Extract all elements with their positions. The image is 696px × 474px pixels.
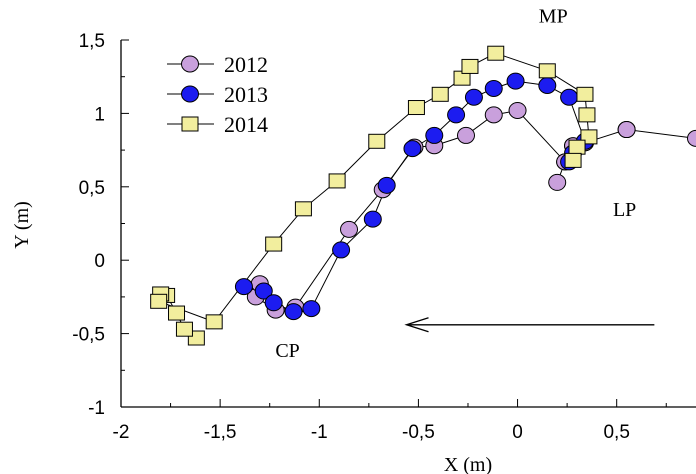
data-point: [150, 293, 168, 309]
data-point: [175, 321, 193, 337]
data-point: [294, 201, 312, 217]
data-point: [508, 101, 527, 119]
y-axis-title: Y (m): [11, 201, 33, 249]
data-point: [484, 79, 503, 97]
data-point: [461, 58, 479, 74]
data-point: [464, 88, 483, 106]
y-tick-label: 1: [94, 104, 105, 125]
data-point: [687, 129, 696, 147]
y-tick-label: 0,5: [79, 178, 105, 199]
series-markers: [150, 45, 696, 346]
legend: 2012 2013 2014: [167, 52, 268, 137]
axes: -2 -1,5 -1 -0,5 0 0,5 -1 -0,5 0 0,5 1 1,5 X (m) Y (m): [11, 31, 696, 474]
legend-label-2014: 2014: [224, 112, 268, 137]
data-point: [332, 241, 351, 259]
data-point: [403, 140, 422, 158]
y-tick-label: 1,5: [79, 31, 105, 52]
annotations: MP LP CP: [275, 5, 655, 362]
data-point: [264, 294, 283, 312]
legend-marker-2012: [181, 55, 199, 73]
series-line-2013: [243, 80, 586, 313]
data-point: [568, 139, 586, 155]
data-point: [265, 236, 283, 252]
data-point: [254, 282, 273, 300]
data-point: [576, 86, 594, 102]
data-point: [447, 106, 466, 124]
data-point: [457, 126, 475, 144]
data-point: [363, 210, 382, 228]
data-point: [578, 107, 596, 123]
y-tick-label: -0,5: [72, 325, 105, 346]
y-tick-label: -1: [88, 398, 105, 419]
x-axis-title: X (m): [444, 454, 492, 474]
data-point: [302, 300, 321, 318]
data-point: [328, 173, 346, 189]
data-point: [538, 77, 557, 95]
data-point: [340, 220, 359, 238]
x-tick-label: -0,5: [402, 422, 435, 443]
data-point: [548, 173, 567, 191]
x-tick-label: -1,5: [204, 422, 237, 443]
data-point: [284, 303, 303, 321]
data-point: [377, 176, 396, 194]
data-point: [538, 63, 556, 79]
data-point: [368, 133, 386, 149]
x-tick-label: 0,5: [603, 422, 629, 443]
data-point: [560, 88, 579, 106]
annotation-cp: CP: [275, 340, 299, 362]
data-point: [617, 121, 636, 139]
x-tick-label: -1: [311, 422, 328, 443]
data-point: [564, 152, 582, 168]
data-point: [168, 305, 186, 321]
x-tick-label: -2: [113, 422, 130, 443]
y-tick-label: 0: [94, 251, 105, 272]
direction-arrow-head: [404, 317, 429, 333]
legend-label-2013: 2013: [224, 82, 268, 107]
legend-marker-2014: [181, 116, 199, 132]
data-point: [506, 72, 525, 90]
legend-marker-2013: [181, 85, 199, 103]
data-point: [484, 106, 503, 124]
annotation-lp: LP: [613, 199, 636, 221]
data-point: [487, 45, 505, 61]
x-tick-label: 0: [512, 422, 523, 443]
annotation-mp: MP: [539, 5, 568, 27]
data-point: [425, 126, 444, 144]
data-point: [234, 278, 253, 296]
data-point: [205, 314, 223, 330]
data-point: [431, 86, 449, 102]
legend-label-2012: 2012: [224, 52, 268, 77]
data-point: [407, 100, 425, 116]
